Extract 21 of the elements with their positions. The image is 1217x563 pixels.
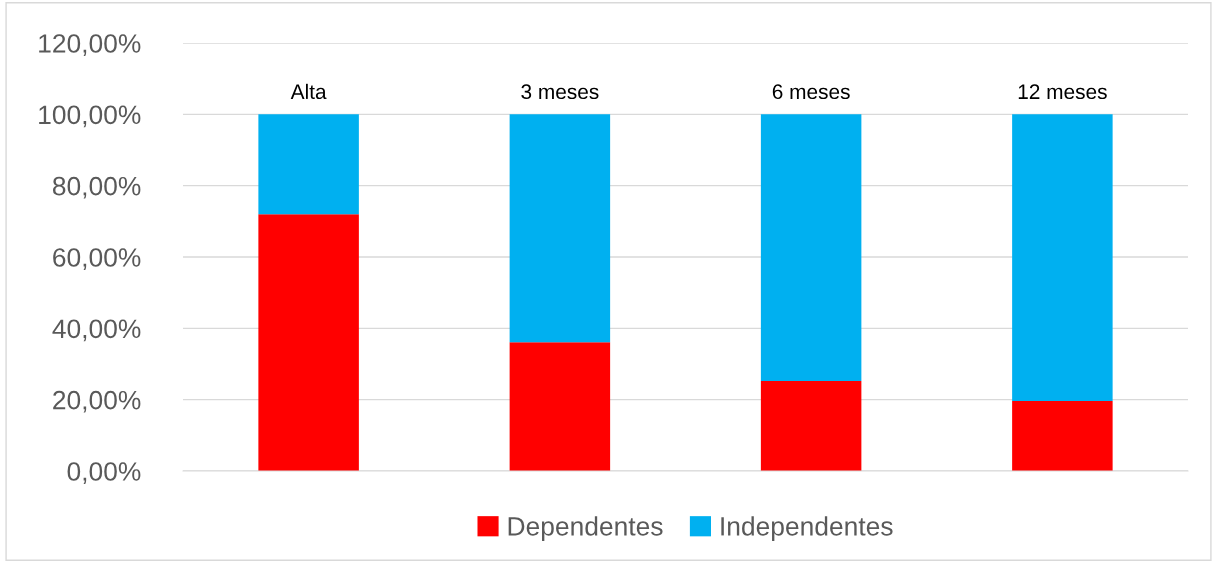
- y-tick-label: 40,00%: [52, 319, 141, 342]
- legend-label: Dependentes: [508, 516, 663, 541]
- bar: [509, 342, 611, 471]
- bar: [760, 381, 862, 471]
- bar: [258, 114, 359, 215]
- x-tick-label: 12 meses: [1018, 84, 1107, 100]
- x-tick-label: 6 meses: [772, 84, 850, 100]
- legend-label: Independentes: [721, 516, 893, 541]
- bar: [509, 114, 611, 343]
- y-tick-label: 80,00%: [52, 176, 141, 199]
- x-tick-label: 3 meses: [521, 84, 599, 100]
- y-tick-label: 120,00%: [39, 34, 141, 56]
- y-tick-label: 60,00%: [53, 248, 141, 270]
- bar: [760, 114, 862, 382]
- y-tick-label: 20,00%: [53, 390, 141, 413]
- bar: [1012, 114, 1113, 402]
- bar: [258, 214, 359, 471]
- bar: [1012, 401, 1113, 471]
- x-tick-label: Alta: [290, 83, 327, 100]
- y-tick-label: 100,00%: [39, 105, 141, 128]
- y-tick-label: 0,00%: [67, 462, 141, 484]
